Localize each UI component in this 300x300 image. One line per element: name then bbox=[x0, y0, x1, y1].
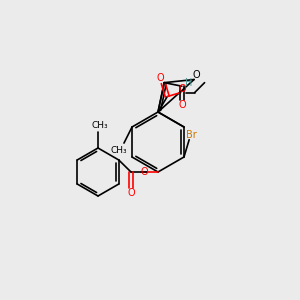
Text: O: O bbox=[178, 100, 186, 110]
Text: Br: Br bbox=[186, 130, 196, 140]
Text: O: O bbox=[156, 73, 164, 83]
Text: O: O bbox=[127, 188, 135, 198]
Text: CH₃: CH₃ bbox=[111, 146, 127, 154]
Text: H: H bbox=[185, 78, 193, 88]
Text: O: O bbox=[193, 70, 200, 80]
Text: O: O bbox=[140, 167, 148, 177]
Text: O: O bbox=[179, 83, 187, 94]
Text: CH₃: CH₃ bbox=[92, 121, 108, 130]
